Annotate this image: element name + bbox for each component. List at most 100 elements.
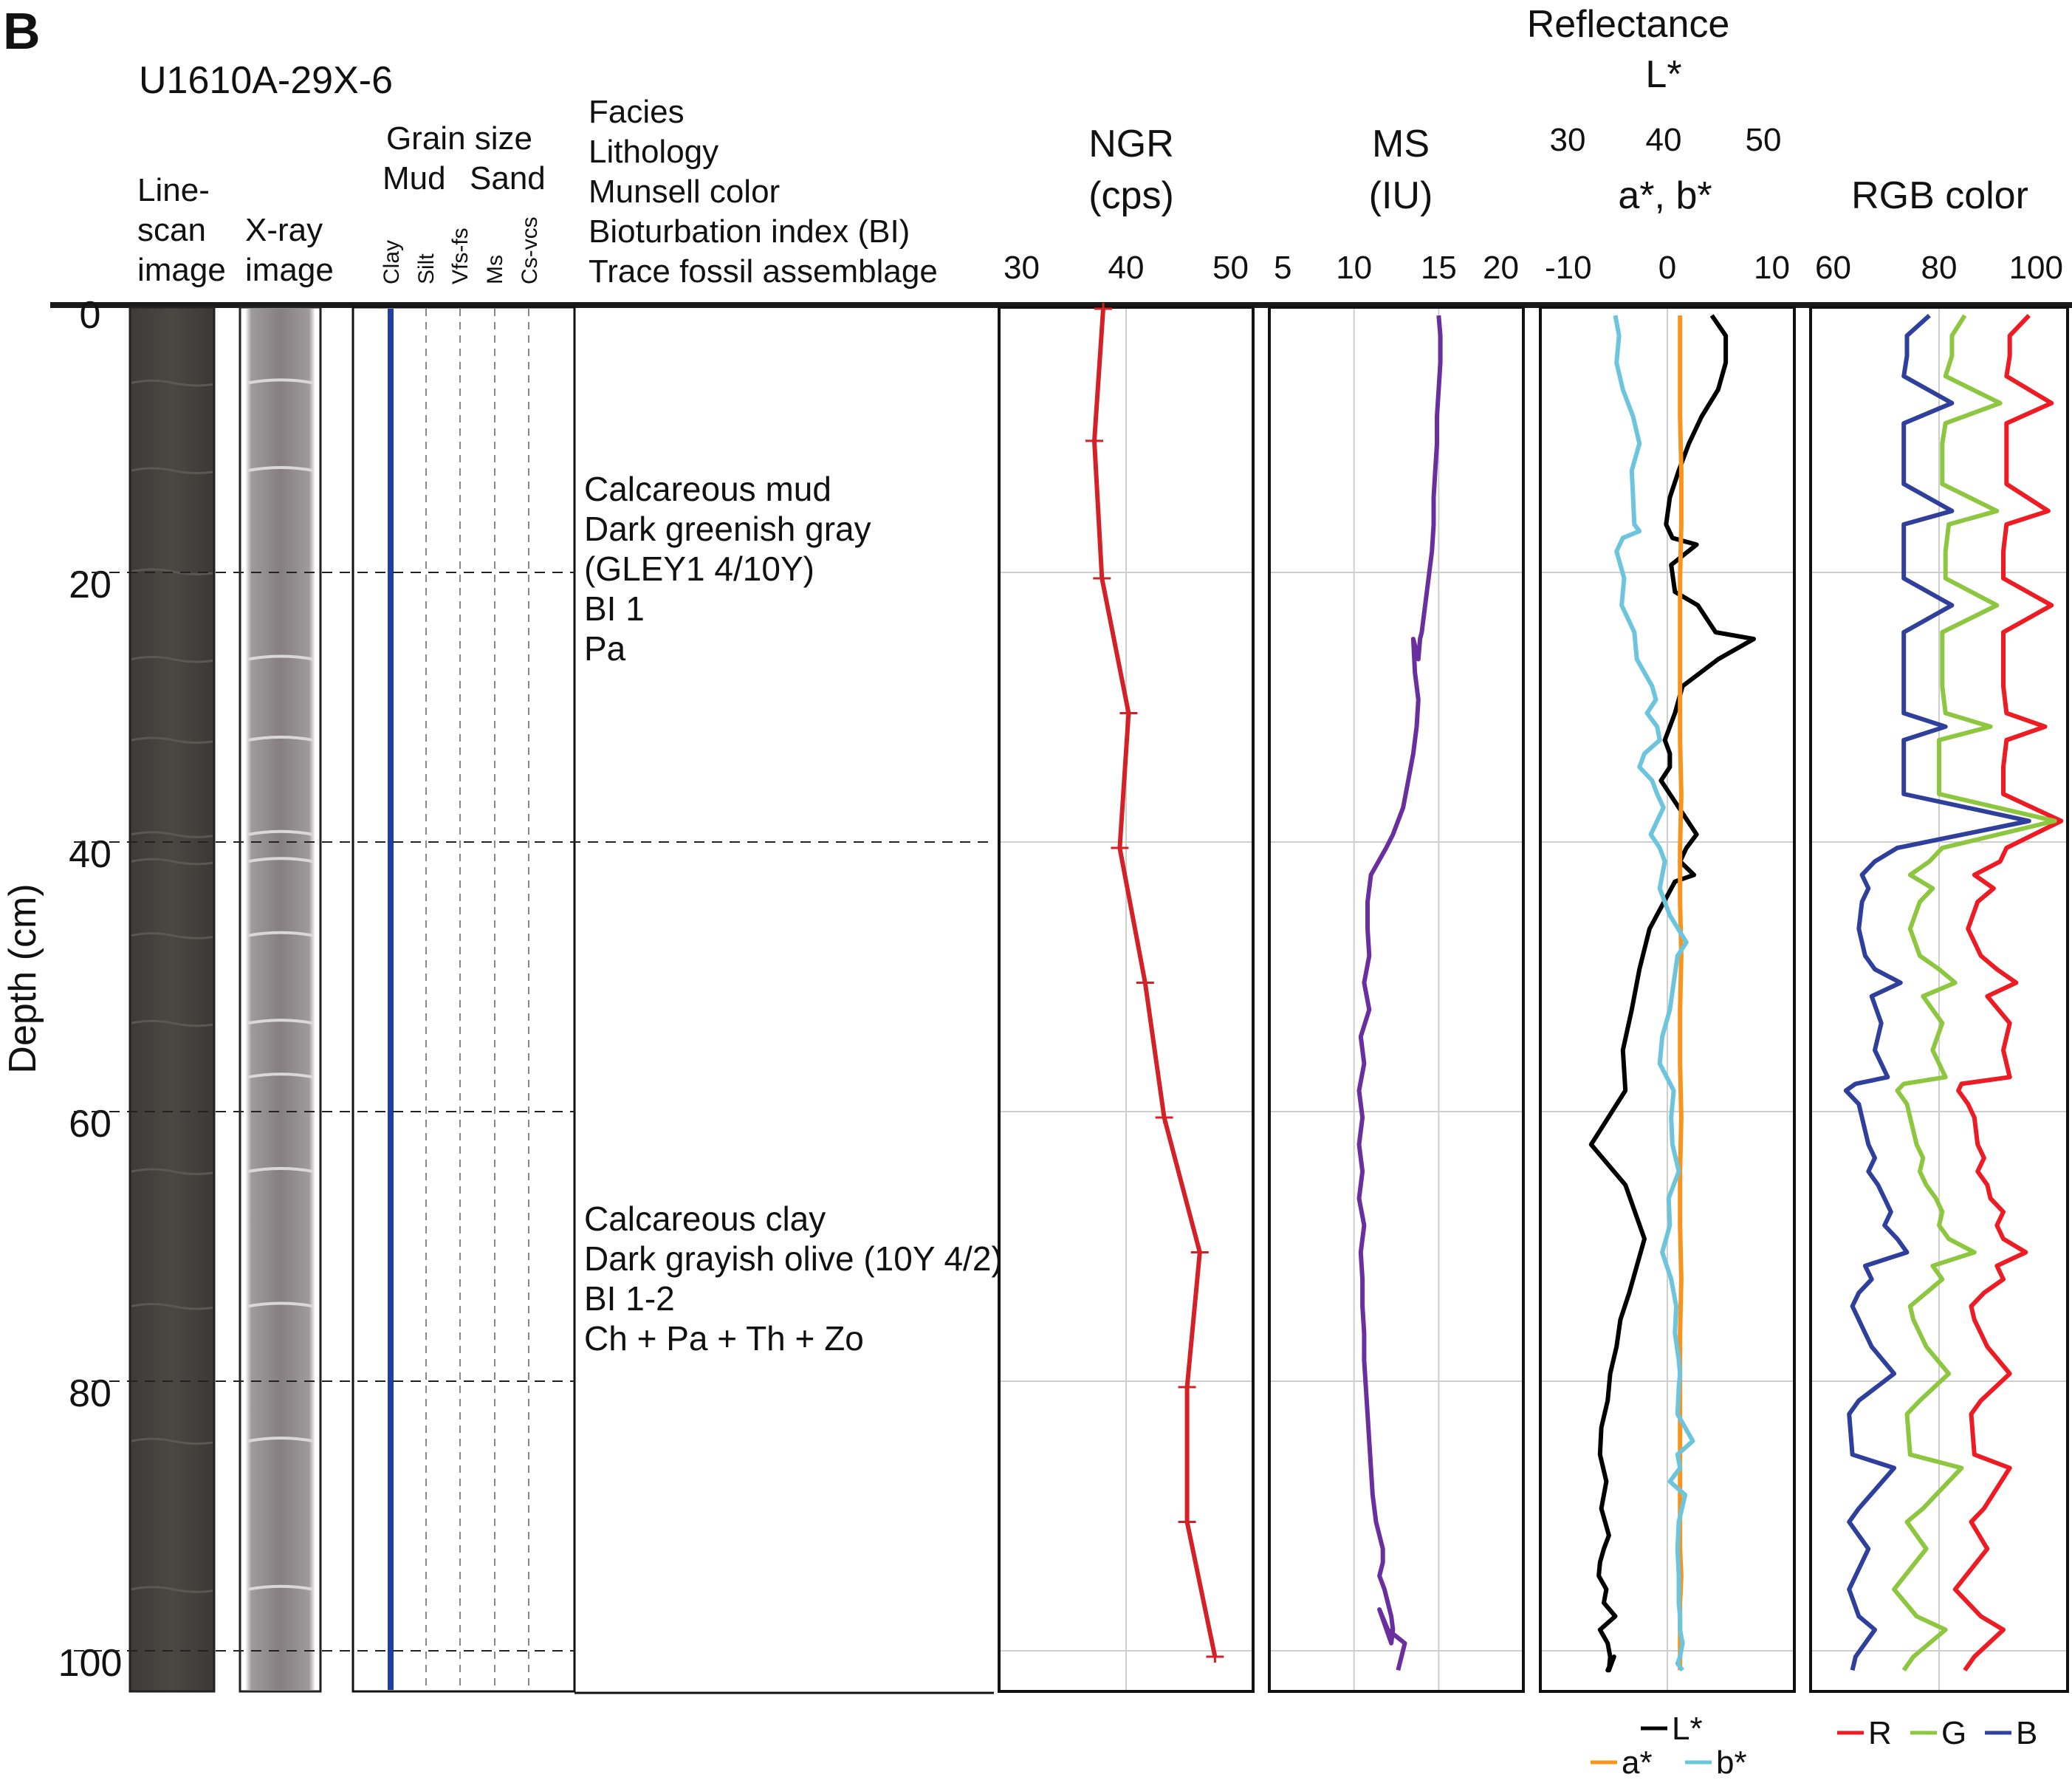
core-crack [131, 736, 213, 745]
svg-text:X-ray: X-ray [245, 212, 323, 248]
depth-tick-label: 60 [69, 1103, 112, 1146]
svg-text:b*: b* [1716, 1745, 1747, 1781]
reflectance-series-line-L [1588, 314, 1756, 1673]
xray-segment-boundary [247, 466, 314, 472]
svg-text:BI 1-2: BI 1-2 [584, 1279, 675, 1318]
svg-text:Clay: Clay [380, 240, 404, 284]
facies-column: Calcareous mud Dark greenish gray (GLEY1… [574, 470, 1003, 1694]
reflectance-series-line-b [1613, 315, 1695, 1672]
xray-segment-boundary [247, 1437, 314, 1443]
reflectance-series-line-a [1678, 315, 1684, 1671]
reflectance-top-tick-label: 50 [1746, 122, 1782, 158]
ngr-tick-label: 30 [1004, 250, 1040, 286]
svg-text:Dark grayish olive (10Y 4/2): Dark grayish olive (10Y 4/2) [584, 1239, 1003, 1278]
svg-text:Sand: Sand [470, 160, 546, 196]
xray-segment-boundary [247, 1072, 314, 1079]
xray-image [239, 306, 322, 1693]
svg-text:Ms: Ms [483, 255, 507, 284]
ngr-tick-label: 40 [1108, 250, 1145, 286]
linescan-image [128, 306, 216, 1693]
svg-text:a*, b*: a*, b* [1618, 174, 1712, 217]
depth-tick-label: 20 [69, 564, 112, 606]
depth-tick-label: 80 [69, 1372, 112, 1415]
ms-tick-label: 5 [1274, 250, 1291, 286]
xray-segment-boundary [247, 829, 314, 836]
grain-size-header: Grain size Mud Sand Clay Silt Vfs-fs Ms … [380, 120, 546, 284]
core-crack [131, 1303, 213, 1310]
core-crack [131, 932, 213, 940]
svg-text:Mud: Mud [383, 160, 446, 196]
svg-text:RGB color: RGB color [1851, 174, 2028, 217]
ngr-panel: 30 40 50 [998, 250, 1255, 1693]
svg-text:scan: scan [137, 212, 206, 248]
xray-segment-boundary [247, 736, 314, 742]
xray-segment-boundary [247, 857, 314, 863]
svg-text:Calcareous mud: Calcareous mud [584, 470, 831, 508]
rgb-tick-label: 60 [1815, 250, 1851, 286]
xray-segment-boundary [247, 931, 314, 937]
depth-tick-label: 100 [58, 1642, 123, 1685]
rgb-series-line-B [1843, 313, 2031, 1671]
svg-text:(IU): (IU) [1369, 174, 1433, 217]
svg-text:Munsell color: Munsell color [589, 174, 780, 210]
ms-panel: 5 10 15 20 [1268, 250, 1525, 1693]
svg-text:Calcareous clay: Calcareous clay [584, 1199, 826, 1238]
svg-text:MS: MS [1372, 123, 1430, 165]
panel-label: B [3, 2, 41, 60]
core-crack [131, 1168, 213, 1176]
reflectance-top-tick-label: 40 [1646, 122, 1682, 158]
core-crack [131, 1586, 213, 1593]
svg-text:Trace fossil assemblage: Trace fossil assemblage [589, 253, 938, 290]
core-crack [131, 831, 213, 838]
depth-marker-lines [74, 572, 994, 1652]
core-crack [131, 467, 213, 475]
rgb-tick-label: 100 [2009, 250, 2063, 286]
reflectance-legend: L* a* b* [1591, 1711, 1747, 1781]
rgb-series-line-G [1892, 314, 2057, 1672]
depth-axis-title: Depth (cm) [1, 883, 44, 1073]
svg-text:image: image [137, 252, 226, 288]
svg-text:L*: L* [1672, 1711, 1703, 1747]
ms-frame [1268, 306, 1525, 1693]
ms-tick-label: 20 [1483, 250, 1519, 286]
reflectance-tick-label: 0 [1658, 250, 1676, 286]
ms-tick-label: 15 [1421, 250, 1457, 286]
reflectance-top-tick-label: 30 [1550, 122, 1586, 158]
facies-unit-1: Calcareous mud Dark greenish gray (GLEY1… [584, 470, 871, 668]
xray-segment-boundary [247, 1019, 314, 1025]
xray-segment-boundary [247, 654, 314, 661]
svg-text:(GLEY1 4/10Y): (GLEY1 4/10Y) [584, 550, 814, 588]
xray-segment-boundary [247, 1167, 314, 1173]
svg-text:(cps): (cps) [1088, 174, 1174, 217]
svg-text:NGR: NGR [1088, 123, 1174, 165]
svg-text:Cs-vcs: Cs-vcs [518, 216, 542, 284]
svg-text:Pa: Pa [584, 629, 626, 668]
svg-text:Line-: Line- [137, 172, 210, 208]
ngr-header: NGR (cps) [1088, 123, 1174, 217]
rgb-frame [1809, 306, 2069, 1693]
core-id: U1610A-29X-6 [139, 59, 393, 102]
reflectance-panel: -10 0 10 30 40 50 [1539, 122, 1796, 1693]
svg-text:Silt: Silt [414, 253, 439, 284]
xray-segment-boundary [247, 378, 314, 385]
svg-text:Facies: Facies [589, 94, 685, 130]
svg-text:B: B [2016, 1715, 2037, 1751]
depth-tick-label: 40 [69, 833, 112, 876]
linescan-header: Line- scan image [137, 172, 226, 288]
ngr-series-line [1092, 308, 1218, 1657]
xray-header: X-ray image [245, 212, 334, 288]
svg-text:L*: L* [1645, 53, 1681, 96]
ngr-frame [998, 306, 1255, 1693]
rgb-panel: 60 80 100 [1809, 250, 2069, 1693]
ms-tick-label: 10 [1336, 250, 1372, 286]
core-crack [131, 1019, 213, 1027]
core-crack [131, 1437, 213, 1445]
depth-tick-label: 0 [80, 294, 101, 337]
svg-text:G: G [1941, 1715, 1966, 1751]
svg-text:Dark greenish gray: Dark greenish gray [584, 510, 871, 548]
ms-series-line [1356, 315, 1443, 1671]
rgb-legend: R G B [1837, 1715, 2037, 1751]
reflectance-tick-label: 10 [1754, 250, 1790, 286]
svg-text:Ch + Pa + Th + Zo: Ch + Pa + Th + Zo [584, 1319, 864, 1358]
